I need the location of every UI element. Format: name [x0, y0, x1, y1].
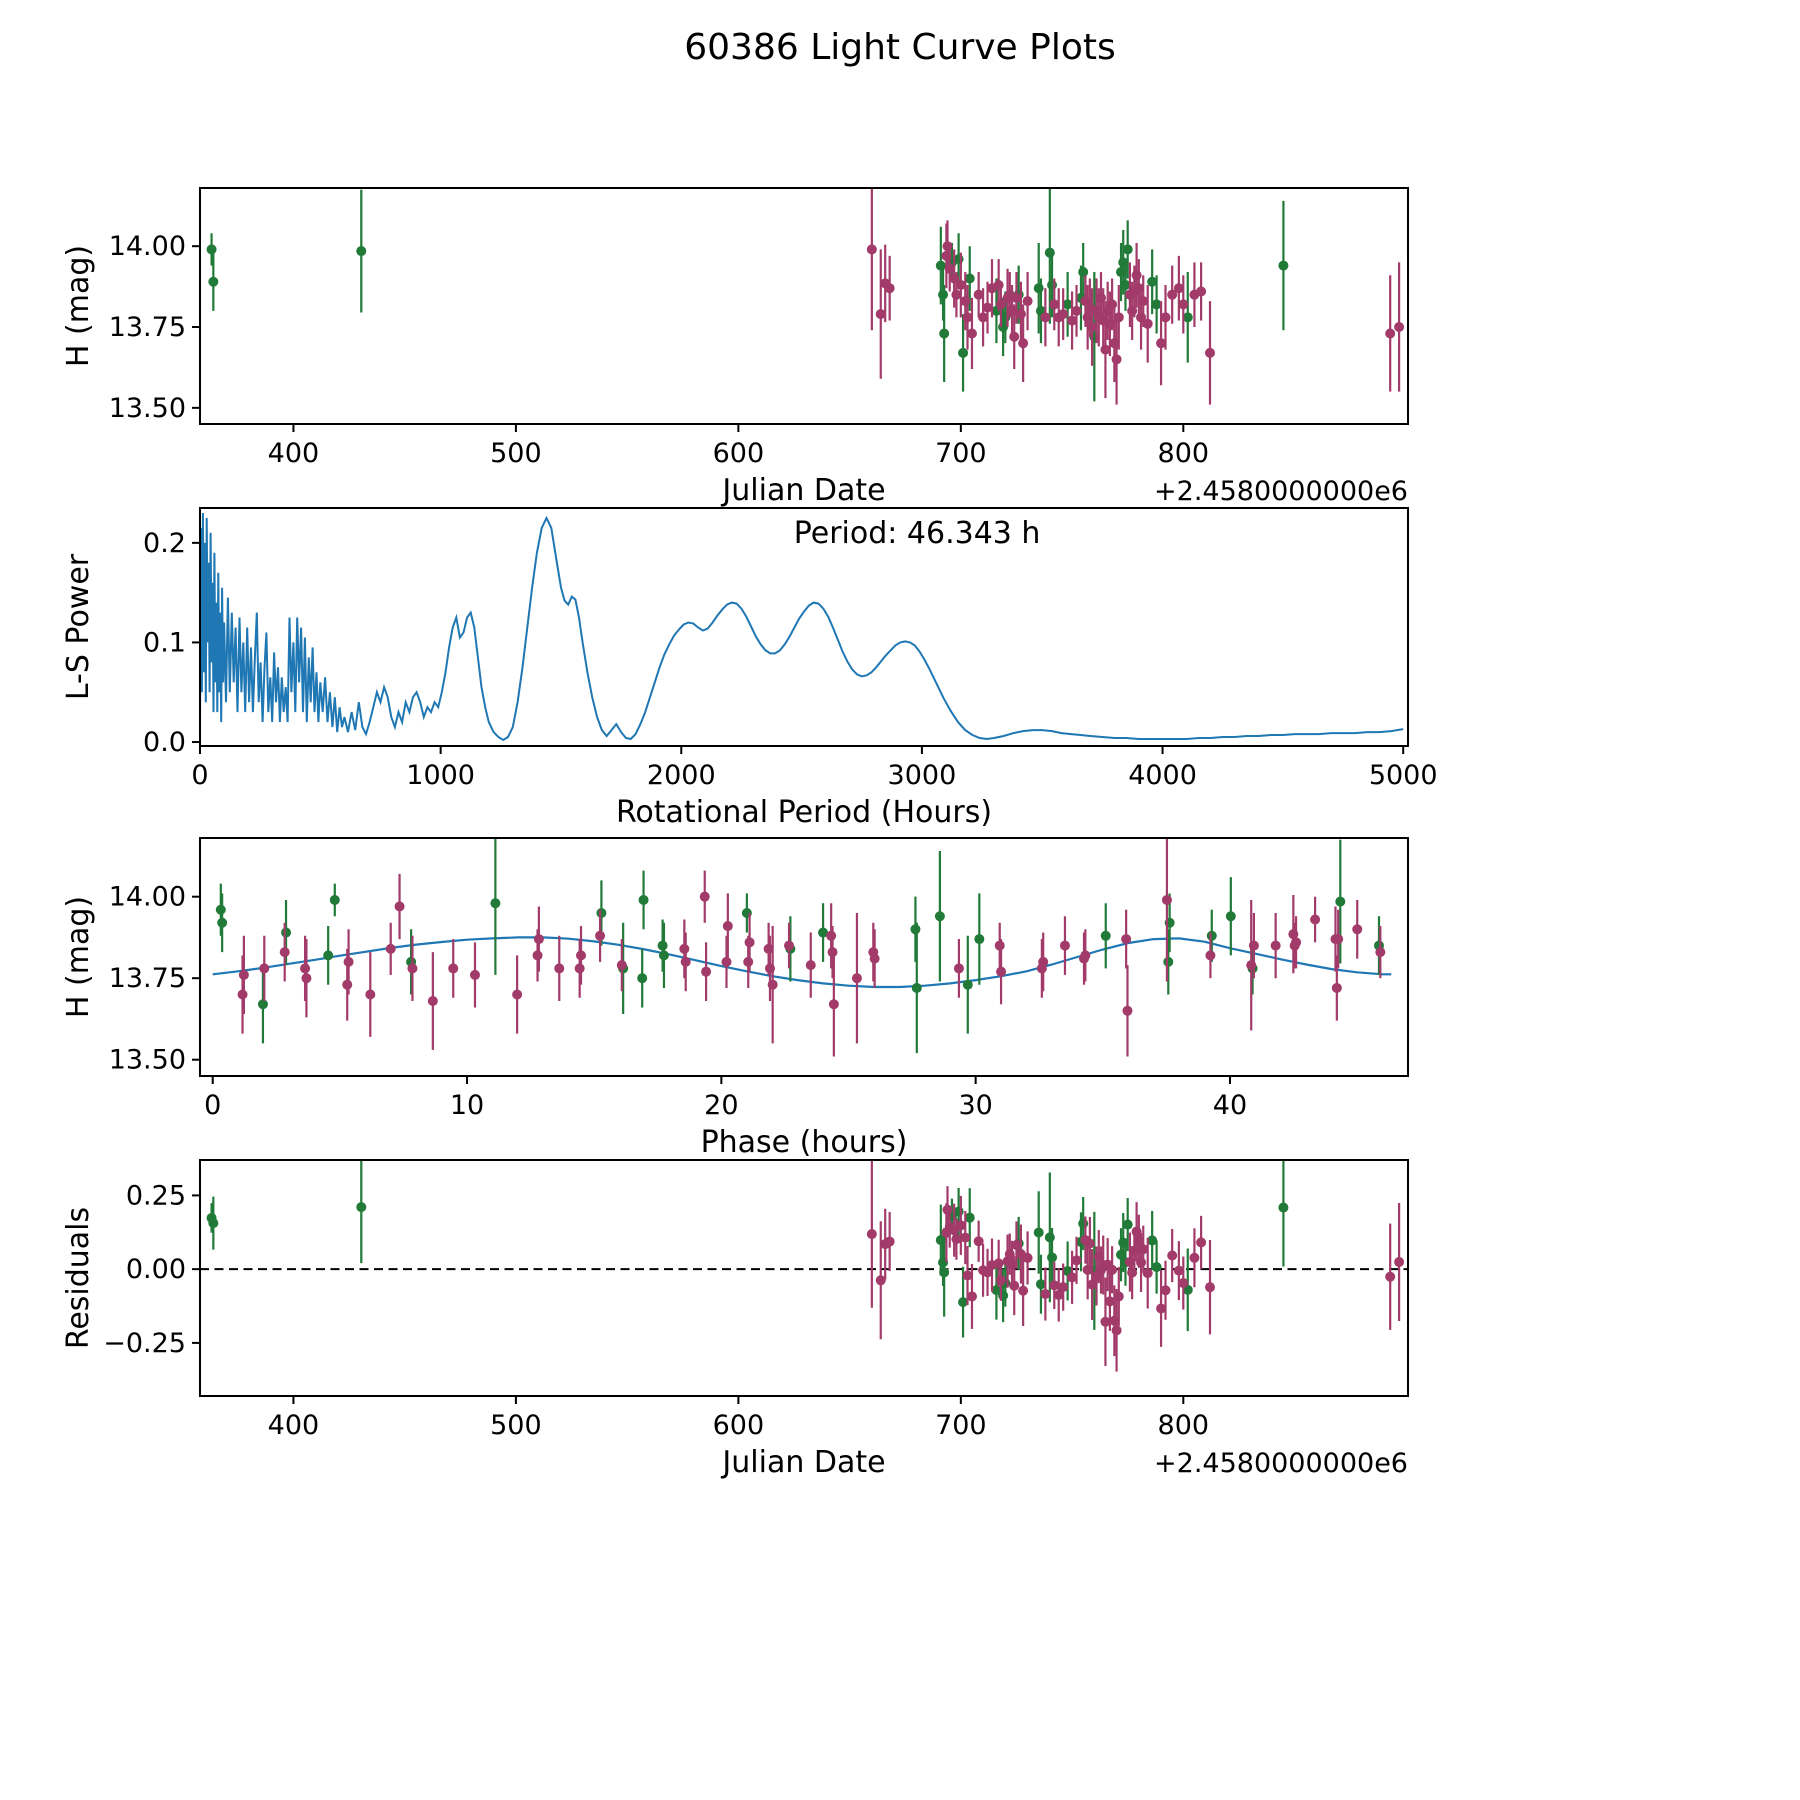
- lightcurve-xlabel: Julian Date: [720, 473, 885, 508]
- lightcurve-green-series: [206, 188, 1289, 402]
- phased-ytick-label: 14.00: [109, 882, 186, 913]
- lightcurve-purple-series: [866, 188, 1405, 405]
- figure-title: 60386 Light Curve Plots: [684, 27, 1116, 68]
- period-annotation: Period: 46.343 h: [794, 516, 1041, 551]
- lightcurve-frame: [199, 187, 1409, 425]
- periodogram-xtick-label: 0: [191, 760, 208, 791]
- periodogram-ytick-label: 0.0: [143, 727, 186, 758]
- phased-xtick-label: 30: [958, 1090, 992, 1121]
- residuals-xtick-label: 800: [1158, 1410, 1210, 1441]
- phased-ytick-label: 13.50: [109, 1045, 186, 1076]
- residuals-ytick-label: 0.00: [126, 1254, 186, 1285]
- residuals-xlabel: Julian Date: [720, 1445, 885, 1480]
- lightcurve-ytick-label: 13.50: [109, 393, 186, 424]
- residuals-purple-series: [866, 1160, 1405, 1372]
- phased-plot: 0 10 20 30 40 13.50 13.75 14.00 Phase (hours) H (…: [61, 837, 1409, 1160]
- residuals-green-series: [206, 1160, 1289, 1338]
- periodogram-ylabel: L-S Power: [61, 553, 96, 700]
- lightcurve-xtick-label: 500: [490, 438, 542, 469]
- periodogram-xtick-label: 2000: [647, 760, 716, 791]
- lightcurve-offset-text: +2.4580000000e6: [1154, 476, 1408, 507]
- periodogram-xtick-label: 4000: [1128, 760, 1197, 791]
- residuals-frame: [199, 1159, 1409, 1397]
- periodogram-frame: [199, 507, 1409, 747]
- lightcurve-xtick-label: 400: [268, 438, 320, 469]
- phased-xlabel: Phase (hours): [701, 1125, 908, 1160]
- lightcurve-ytick-label: 14.00: [109, 231, 186, 262]
- periodogram-xtick-label: 1000: [406, 760, 475, 791]
- residuals-data-layer: [200, 1160, 1408, 1372]
- lightcurve-plot: 400 500 600 700 800 13.50 13.75 14.00 Julian Dat…: [61, 187, 1409, 508]
- residuals-ylabel: Residuals: [61, 1207, 96, 1349]
- residuals-xtick-label: 700: [935, 1410, 987, 1441]
- phased-xtick-label: 20: [704, 1090, 738, 1121]
- periodogram-xtick-label: 5000: [1369, 760, 1438, 791]
- residuals-xtick-label: 600: [713, 1410, 765, 1441]
- periodogram-xlabel: Rotational Period (Hours): [616, 795, 992, 830]
- lightcurve-ytick-label: 13.75: [109, 312, 186, 343]
- phased-xtick-label: 10: [450, 1090, 484, 1121]
- periodogram-ytick-label: 0.1: [143, 627, 186, 658]
- phased-ylabel: H (mag): [61, 896, 96, 1018]
- lightcurve-xtick-label: 600: [713, 438, 765, 469]
- periodogram-plot: Period: 46.343 h 0 1000 2000 3000 4000 5000 0.0…: [61, 507, 1438, 830]
- residuals-xtick-label: 400: [268, 1410, 320, 1441]
- lightcurve-xtick-label: 800: [1158, 438, 1210, 469]
- periodogram-ytick-label: 0.2: [143, 528, 186, 559]
- periodogram-xtick-label: 3000: [888, 760, 957, 791]
- residuals-ytick-label: −0.25: [103, 1328, 186, 1359]
- residuals-xtick-label: 500: [490, 1410, 542, 1441]
- periodogram-line: [200, 512, 1404, 742]
- phased-purple-series: [237, 838, 1386, 1057]
- phased-xtick-label: 40: [1213, 1090, 1247, 1121]
- lightcurve-ylabel: H (mag): [61, 245, 96, 367]
- residuals-ytick-label: 0.25: [126, 1180, 186, 1211]
- phased-ytick-label: 13.75: [109, 963, 186, 994]
- phased-xtick-label: 0: [204, 1090, 221, 1121]
- residuals-plot: 400 500 600 700 800 −0.25 0.00 0.25 Julian Date +…: [61, 1159, 1409, 1480]
- periodogram-data-layer: [200, 512, 1404, 742]
- lightcurve-xtick-label: 700: [935, 438, 987, 469]
- residuals-offset-text: +2.4580000000e6: [1154, 1448, 1408, 1479]
- lightcurve-data-layer: [206, 188, 1405, 405]
- phased-frame: [199, 837, 1409, 1077]
- phased-data-layer: [212, 838, 1392, 1057]
